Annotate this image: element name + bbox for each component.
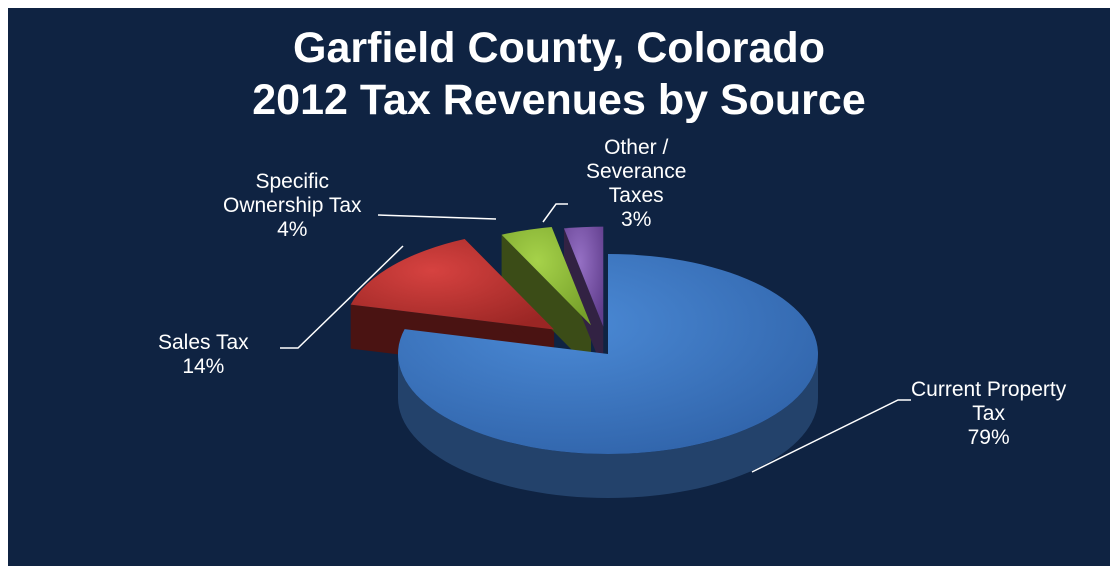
label-sales-tax-pct: 14% xyxy=(182,355,225,378)
title-line-1: Garfield County, Colorado xyxy=(293,24,825,72)
chart-title: Garfield County, Colorado 2012 Tax Reven… xyxy=(8,22,1110,126)
leader-line-3 xyxy=(542,203,568,223)
slice-side-specific-ownership-tax-0 xyxy=(501,234,592,370)
leader-line-1 xyxy=(280,245,404,349)
label-specific-ownership-tax-pct: 4% xyxy=(277,218,308,241)
slice-sales-tax xyxy=(350,238,555,330)
pie-tops xyxy=(350,226,818,455)
label-other-severance-taxes-line2: Severance xyxy=(586,160,687,183)
label-other-severance-taxes-line3: Taxes xyxy=(608,184,664,207)
leader-lines xyxy=(280,203,911,473)
slice-rim-current-property-tax xyxy=(398,354,818,498)
label-other-severance-taxes: Other / Severance Taxes 3% xyxy=(586,136,686,232)
label-sales-tax-line1: Sales Tax xyxy=(158,331,249,354)
label-specific-ownership-tax: Specific Ownership Tax 4% xyxy=(223,170,362,242)
label-specific-ownership-tax-line1: Specific xyxy=(255,170,330,193)
label-specific-ownership-tax-line2: Ownership Tax xyxy=(223,194,362,217)
label-other-severance-taxes-line1: Other / xyxy=(604,136,669,159)
title-line-2: 2012 Tax Revenues by Source xyxy=(252,76,866,124)
label-current-property-tax: Current Property Tax 79% xyxy=(911,378,1066,450)
leader-line-0 xyxy=(751,399,911,473)
label-current-property-tax-line2: Tax xyxy=(972,402,1005,425)
label-sales-tax: Sales Tax 14% xyxy=(158,331,249,379)
label-other-severance-taxes-pct: 3% xyxy=(621,208,652,231)
chart-slide: Garfield County, Colorado 2012 Tax Reven… xyxy=(8,8,1110,566)
label-current-property-tax-line1: Current Property xyxy=(911,378,1067,401)
leader-line-2 xyxy=(377,214,497,220)
slice-other-severance-taxes xyxy=(563,226,604,327)
label-current-property-tax-pct: 79% xyxy=(967,426,1010,449)
pie-chart xyxy=(280,203,911,498)
slice-side-other-severance-taxes-0 xyxy=(563,228,604,371)
slice-current-property-tax xyxy=(397,254,818,455)
slice-specific-ownership-tax xyxy=(501,227,592,326)
